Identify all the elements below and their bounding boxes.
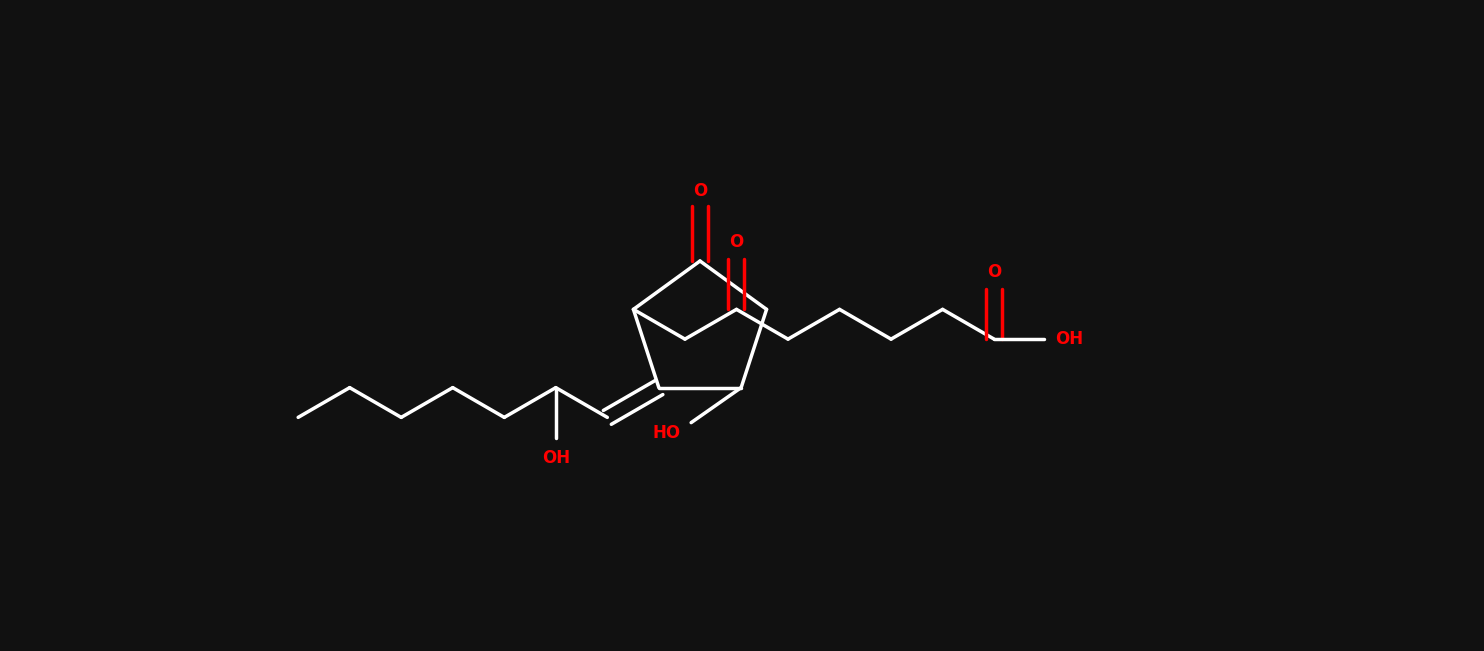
Text: O: O: [693, 182, 706, 200]
Text: O: O: [987, 263, 1002, 281]
Text: OH: OH: [1055, 330, 1083, 348]
Text: HO: HO: [651, 424, 680, 441]
Text: OH: OH: [542, 449, 570, 467]
Text: O: O: [729, 233, 743, 251]
